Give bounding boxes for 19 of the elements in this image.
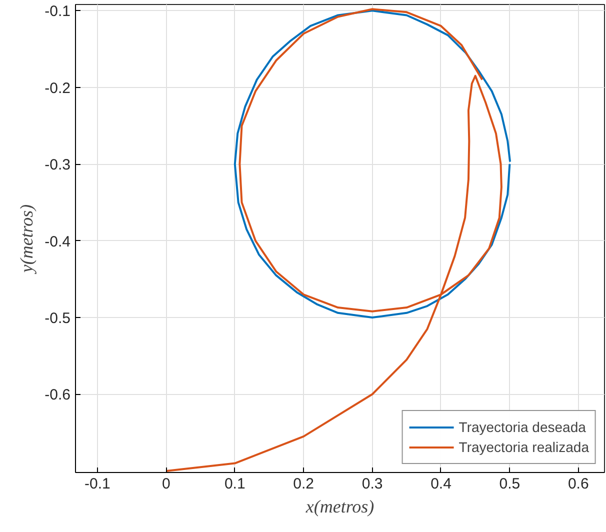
- x-tick-label: 0.2: [293, 476, 314, 492]
- y-tick-label: -0.3: [44, 156, 71, 174]
- y-tick-label: -0.5: [44, 310, 71, 328]
- legend-label: Trayectoria deseada: [458, 419, 586, 435]
- y-axis-title: y(metros): [16, 204, 37, 275]
- x-tick-label: 0.1: [224, 476, 246, 492]
- y-tick-label: -0.1: [44, 3, 71, 20]
- y-tick-label: -0.6: [44, 386, 71, 404]
- x-tick-label: 0.6: [568, 476, 589, 492]
- line-series: [234, 10, 512, 319]
- x-tick-label: -0.1: [84, 476, 110, 492]
- x-tick-label: 0: [162, 476, 170, 492]
- legend-label: Trayectoria realizada: [458, 439, 589, 455]
- x-tick-label: 0.5: [499, 476, 520, 492]
- x-tick-label: 0.4: [430, 476, 452, 492]
- y-tick-label: -0.2: [44, 80, 71, 97]
- y-tick-label: -0.4: [44, 233, 71, 250]
- x-axis-title: x(metros): [304, 496, 374, 516]
- x-tick-label: 0.3: [362, 476, 383, 492]
